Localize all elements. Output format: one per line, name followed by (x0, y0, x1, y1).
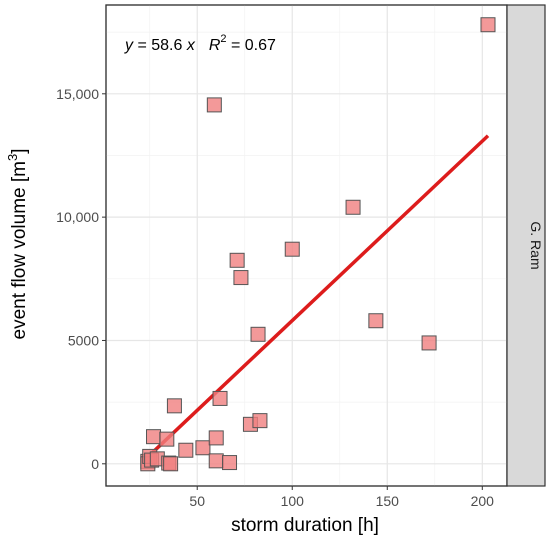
data-point (208, 430, 224, 446)
data-point (222, 455, 238, 471)
data-point (250, 326, 266, 342)
y-axis-title: event flow volume [m3] (5, 149, 30, 340)
y-tick-label: 0 (91, 456, 99, 472)
data-point (178, 442, 194, 458)
data-point (368, 313, 384, 329)
annotation-r-value: = 0.67 (227, 37, 276, 54)
x-axis-title: storm duration [h] (231, 515, 379, 536)
data-point (480, 17, 496, 33)
facet-strip-label: G. Ram (528, 221, 544, 269)
fit-line-layer (148, 134, 490, 457)
data-point (345, 199, 361, 215)
data-point (421, 335, 437, 351)
data-point (166, 398, 182, 414)
x-tick-label: 50 (189, 493, 205, 509)
data-points (140, 17, 496, 472)
y-axis-ticks: 0 5000 10,000 15,000 (56, 86, 106, 472)
data-point (284, 241, 300, 257)
annotation-x-var: x (186, 37, 196, 54)
y-axis-title-text: event flow volume [m (9, 161, 30, 339)
data-point (206, 97, 222, 113)
annotation-r-label: R (209, 37, 221, 54)
y-axis-title-superscript: 3 (5, 154, 20, 161)
data-point (233, 270, 249, 286)
data-point (163, 456, 179, 472)
facet-strip-background (506, 4, 546, 487)
data-point (212, 390, 228, 406)
regression-annotation: y = 58.6 x R2 = 0.67 (124, 33, 276, 54)
grid-major (106, 5, 507, 486)
regression-line (148, 134, 490, 457)
annotation-r-exponent: 2 (220, 33, 226, 45)
y-tick-label: 15,000 (56, 86, 99, 102)
x-tick-label: 150 (376, 493, 400, 509)
y-tick-label: 5000 (68, 332, 99, 348)
data-point (195, 440, 211, 456)
data-point (229, 252, 245, 268)
data-point (252, 413, 268, 429)
annotation-equals: = 58.6 (133, 37, 187, 54)
x-tick-label: 100 (281, 493, 305, 509)
x-axis-ticks: 50 100 150 200 (189, 486, 494, 509)
y-tick-label: 10,000 (56, 209, 99, 225)
plot-panel (105, 4, 508, 487)
y-axis-title-close: ] (9, 149, 30, 154)
annotation-y-var: y (124, 37, 134, 54)
data-point (146, 429, 162, 445)
x-tick-label: 200 (471, 493, 495, 509)
data-point (208, 453, 224, 469)
data-point (159, 431, 175, 447)
facet-strip: G. Ram (506, 4, 546, 487)
